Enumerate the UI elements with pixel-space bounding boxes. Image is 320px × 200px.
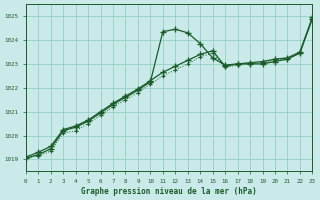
X-axis label: Graphe pression niveau de la mer (hPa): Graphe pression niveau de la mer (hPa) [81,187,257,196]
